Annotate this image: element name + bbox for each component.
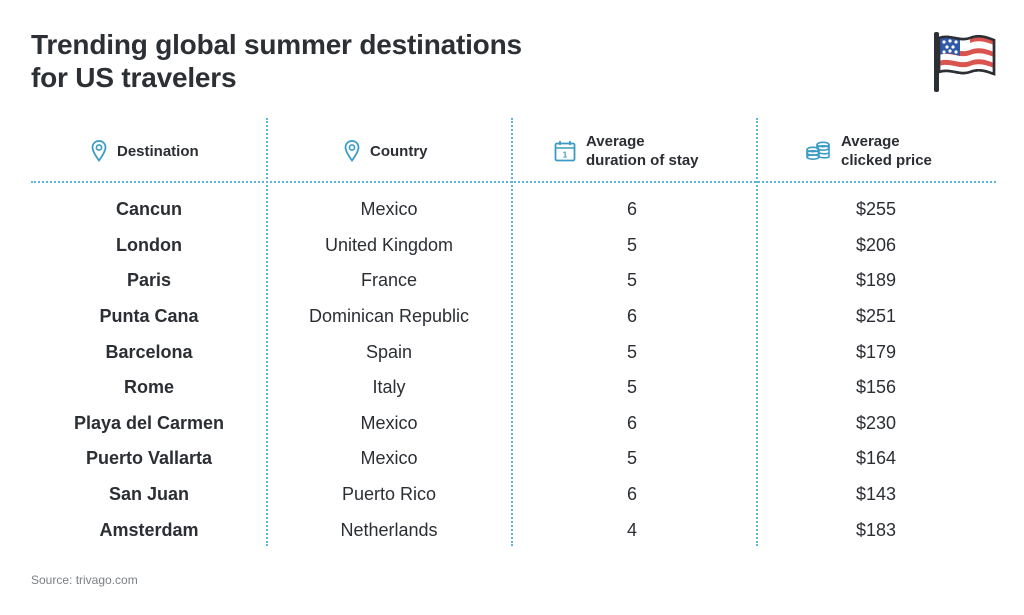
destinations-table: Destination Country 1 Average duration o… — [31, 118, 996, 546]
table-row: Amsterdam Netherlands 4 $183 — [31, 512, 996, 548]
table-row: Barcelona Spain 5 $179 — [31, 334, 996, 370]
table-cell-duration: 5 — [626, 270, 637, 291]
table-cell-price: $164 — [855, 448, 897, 469]
header-country: Country — [344, 132, 428, 170]
table-row: Playa del Carmen Mexico 6 $230 — [31, 406, 996, 442]
table-cell-duration: 5 — [626, 448, 637, 469]
table-cell-country: Italy — [372, 377, 406, 398]
table-cell-country: Dominican Republic — [308, 306, 470, 327]
header-price: Average clicked price — [805, 132, 932, 170]
table-row: Rome Italy 5 $156 — [31, 370, 996, 406]
us-flag-icon — [934, 32, 996, 92]
header-destination: Destination — [91, 132, 199, 170]
table-cell-country: France — [360, 270, 418, 291]
page-title: Trending global summer destinations for … — [31, 28, 522, 94]
table-cell-price: $189 — [855, 270, 897, 291]
column-divider — [266, 118, 268, 546]
table-row: London United Kingdom 5 $206 — [31, 228, 996, 264]
table-cell-destination: Punta Cana — [99, 306, 199, 327]
svg-text:1: 1 — [563, 151, 568, 160]
source-note: Source: trivago.com — [31, 573, 138, 587]
table-cell-duration: 5 — [626, 377, 637, 398]
table-cell-duration: 6 — [626, 199, 637, 220]
calendar-icon: 1 — [554, 140, 576, 162]
table-cell-price: $206 — [855, 234, 897, 255]
column-divider — [756, 118, 758, 546]
table-cell-duration: 6 — [626, 484, 637, 505]
table-row: Paris France 5 $189 — [31, 263, 996, 299]
table-cell-price: $255 — [855, 199, 897, 220]
table-cell-country: Netherlands — [340, 519, 438, 540]
map-pin-icon — [91, 140, 107, 162]
table-cell-price: $183 — [855, 519, 897, 540]
table-cell-country: Mexico — [360, 199, 418, 220]
header-label: clicked price — [841, 152, 932, 169]
table-cell-destination: Amsterdam — [99, 519, 199, 540]
table-cell-duration: 5 — [626, 234, 637, 255]
table-row: Puerto Vallarta Mexico 5 $164 — [31, 441, 996, 477]
table-cell-duration: 5 — [626, 341, 637, 362]
table-cell-duration: 6 — [626, 306, 637, 327]
title-line-1: Trending global summer destinations — [31, 29, 522, 60]
header-label: Average — [586, 133, 645, 150]
table-cell-destination: Puerto Vallarta — [85, 448, 213, 469]
table-cell-price: $156 — [855, 377, 897, 398]
table-cell-duration: 4 — [626, 519, 637, 540]
table-cell-destination: Barcelona — [105, 341, 193, 362]
table-cell-price: $251 — [855, 306, 897, 327]
header-label: Average — [841, 133, 900, 150]
table-cell-destination: London — [116, 234, 182, 255]
title-line-2: for US travelers — [31, 62, 237, 93]
header-duration: 1 Average duration of stay — [554, 132, 699, 170]
header-label: Destination — [117, 142, 199, 160]
table-cell-price: $230 — [855, 412, 897, 433]
map-pin-icon — [344, 140, 360, 162]
table-cell-country: Spain — [365, 341, 413, 362]
header-divider — [31, 181, 996, 183]
table-cell-destination: Playa del Carmen — [73, 412, 225, 433]
coins-icon — [805, 140, 831, 162]
table-cell-price: $179 — [855, 341, 897, 362]
column-divider — [511, 118, 513, 546]
table-cell-destination: San Juan — [108, 484, 190, 505]
header-label: duration of stay — [586, 152, 699, 169]
table-cell-duration: 6 — [626, 412, 637, 433]
table-cell-destination: Cancun — [115, 199, 182, 220]
table-row: Cancun Mexico 6 $255 — [31, 192, 996, 228]
table-cell-country: United Kingdom — [324, 234, 454, 255]
header-label: Country — [370, 142, 428, 160]
table-cell-country: Puerto Rico — [341, 484, 437, 505]
table-cell-price: $143 — [855, 484, 897, 505]
table-row: San Juan Puerto Rico 6 $143 — [31, 477, 996, 513]
table-cell-country: Mexico — [360, 412, 418, 433]
table-cell-destination: Rome — [123, 377, 174, 398]
table-cell-destination: Paris — [126, 270, 172, 291]
table-row: Punta Cana Dominican Republic 6 $251 — [31, 299, 996, 335]
table-cell-country: Mexico — [360, 448, 418, 469]
